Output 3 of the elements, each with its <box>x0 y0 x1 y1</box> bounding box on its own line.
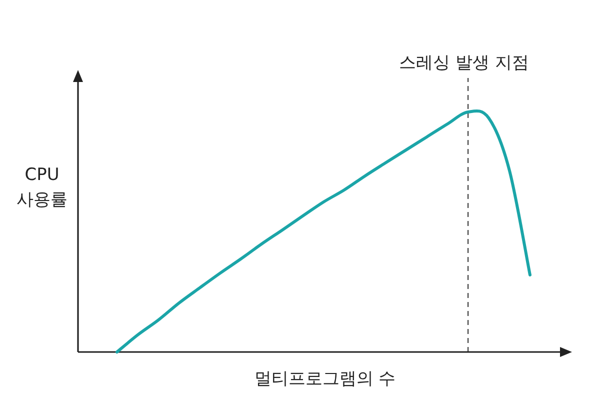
x-axis-title: 멀티프로그램의 수 <box>254 369 396 389</box>
text: 스레싱 발생 지점 <box>399 53 529 73</box>
y-axis-title: CPU 사용률 <box>16 165 68 210</box>
